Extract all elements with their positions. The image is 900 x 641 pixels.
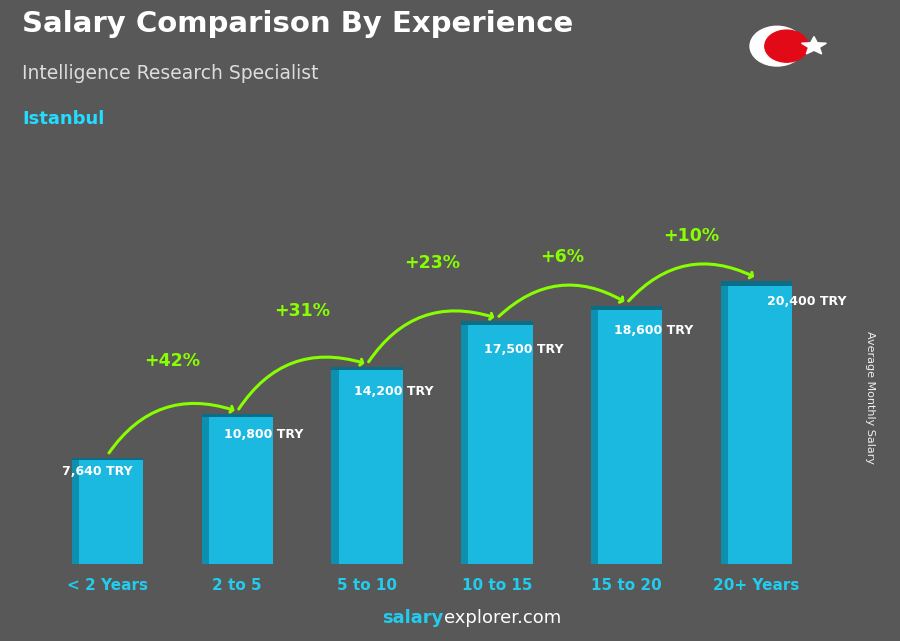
Text: +23%: +23% xyxy=(404,254,460,272)
Text: salary: salary xyxy=(382,609,444,627)
Polygon shape xyxy=(802,37,826,54)
Text: 17,500 TRY: 17,500 TRY xyxy=(484,343,563,356)
Bar xyxy=(72,458,143,460)
Text: Salary Comparison By Experience: Salary Comparison By Experience xyxy=(22,10,574,38)
Text: 10,800 TRY: 10,800 TRY xyxy=(224,428,303,440)
Bar xyxy=(202,414,273,417)
Text: +42%: +42% xyxy=(144,353,201,370)
Bar xyxy=(338,367,403,564)
Text: +31%: +31% xyxy=(274,303,330,320)
Bar xyxy=(331,367,338,564)
Bar xyxy=(728,281,792,564)
Text: Intelligence Research Specialist: Intelligence Research Specialist xyxy=(22,64,319,83)
Bar xyxy=(721,281,792,286)
Text: 7,640 TRY: 7,640 TRY xyxy=(62,465,132,478)
Bar xyxy=(72,458,79,564)
Bar xyxy=(209,414,273,564)
Bar xyxy=(591,306,599,564)
Circle shape xyxy=(765,30,808,62)
Bar xyxy=(202,414,209,564)
Bar xyxy=(461,321,533,326)
Circle shape xyxy=(750,26,804,66)
Bar xyxy=(721,281,728,564)
Text: explorer.com: explorer.com xyxy=(444,609,561,627)
Text: 14,200 TRY: 14,200 TRY xyxy=(354,385,434,397)
Text: +10%: +10% xyxy=(663,228,720,246)
Text: 20,400 TRY: 20,400 TRY xyxy=(767,295,847,308)
Text: Istanbul: Istanbul xyxy=(22,110,105,128)
Text: 18,600 TRY: 18,600 TRY xyxy=(614,324,693,337)
Bar xyxy=(591,306,662,310)
Text: Average Monthly Salary: Average Monthly Salary xyxy=(865,331,876,464)
Bar xyxy=(468,321,533,564)
Bar xyxy=(79,458,143,564)
Text: +6%: +6% xyxy=(540,248,584,266)
Bar xyxy=(461,321,468,564)
Bar xyxy=(331,367,403,370)
Bar xyxy=(598,306,662,564)
